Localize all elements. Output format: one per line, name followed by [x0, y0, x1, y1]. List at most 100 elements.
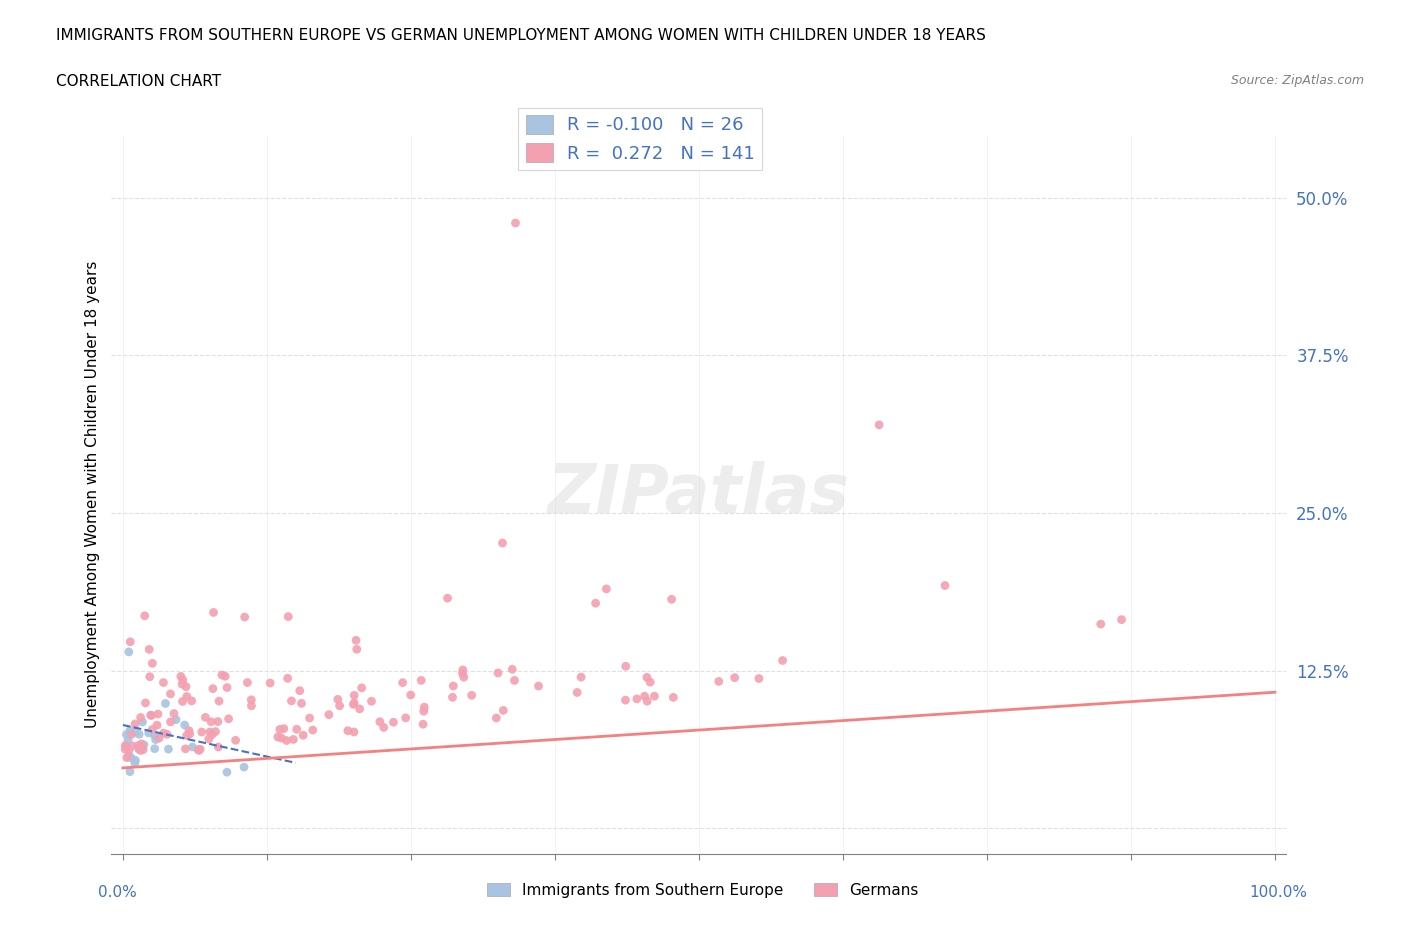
Point: [441, 690, 464, 705]
Point: [298, 711, 321, 725]
Legend: R = -0.100   N = 26, R =  0.272   N = 141: R = -0.100 N = 26, R = 0.272 N = 141: [519, 108, 762, 170]
Point: [283, 732, 305, 747]
Point: [145, 732, 167, 747]
Point: [748, 671, 770, 686]
Point: [346, 642, 368, 657]
Point: [411, 673, 433, 688]
Point: [868, 418, 890, 432]
Point: [412, 704, 434, 719]
Point: [152, 725, 174, 740]
Point: [131, 737, 153, 751]
Point: [343, 724, 366, 739]
Point: [318, 707, 340, 722]
Point: [121, 727, 143, 742]
Point: [233, 760, 256, 775]
Point: [267, 729, 290, 744]
Point: [118, 749, 141, 764]
Point: [614, 658, 637, 673]
Point: [129, 710, 152, 724]
Point: [174, 741, 197, 756]
Text: ZIPatlas: ZIPatlas: [548, 461, 851, 527]
Point: [132, 737, 155, 752]
Point: [121, 738, 143, 753]
Point: [290, 696, 312, 711]
Point: [157, 741, 180, 756]
Point: [118, 744, 141, 759]
Point: [225, 733, 247, 748]
Point: [124, 756, 146, 771]
Point: [503, 673, 526, 688]
Point: [451, 666, 474, 681]
Point: [707, 674, 730, 689]
Point: [127, 738, 149, 753]
Point: [436, 591, 458, 605]
Point: [179, 726, 201, 741]
Point: [138, 725, 160, 740]
Point: [117, 733, 139, 748]
Point: [626, 692, 648, 707]
Point: [118, 644, 141, 659]
Point: [148, 731, 170, 746]
Point: [349, 701, 371, 716]
Point: [382, 715, 405, 730]
Point: [187, 743, 209, 758]
Point: [772, 653, 794, 668]
Point: [191, 724, 214, 739]
Point: [277, 609, 299, 624]
Point: [114, 738, 136, 753]
Point: [207, 714, 229, 729]
Point: [204, 724, 226, 739]
Point: [492, 703, 515, 718]
Point: [115, 751, 138, 765]
Point: [595, 581, 617, 596]
Point: [661, 591, 683, 606]
Point: [614, 693, 637, 708]
Point: [115, 727, 138, 742]
Point: [128, 742, 150, 757]
Point: [285, 722, 308, 737]
Point: [329, 698, 352, 713]
Point: [280, 694, 302, 709]
Point: [197, 732, 219, 747]
Legend: Immigrants from Southern Europe, Germans: Immigrants from Southern Europe, Germans: [481, 876, 925, 904]
Point: [236, 675, 259, 690]
Point: [172, 677, 194, 692]
Point: [131, 714, 153, 729]
Point: [276, 733, 298, 748]
Text: 100.0%: 100.0%: [1250, 885, 1308, 900]
Point: [585, 596, 607, 611]
Point: [118, 724, 141, 738]
Point: [218, 711, 240, 726]
Point: [486, 666, 509, 681]
Point: [141, 708, 163, 723]
Point: [233, 610, 256, 625]
Point: [724, 671, 747, 685]
Point: [451, 662, 474, 677]
Point: [565, 685, 588, 700]
Point: [373, 720, 395, 735]
Point: [633, 689, 655, 704]
Point: [156, 727, 179, 742]
Point: [143, 741, 166, 756]
Point: [485, 711, 508, 725]
Point: [143, 728, 166, 743]
Point: [343, 688, 366, 703]
Point: [198, 724, 221, 739]
Point: [141, 722, 163, 737]
Point: [173, 718, 195, 733]
Point: [301, 723, 323, 737]
Point: [344, 633, 367, 648]
Point: [172, 694, 194, 709]
Point: [176, 689, 198, 704]
Point: [270, 731, 292, 746]
Point: [636, 694, 658, 709]
Point: [1111, 612, 1133, 627]
Point: [187, 742, 209, 757]
Point: [159, 686, 181, 701]
Point: [159, 714, 181, 729]
Point: [391, 675, 413, 690]
Point: [114, 742, 136, 757]
Point: [527, 679, 550, 694]
Point: [638, 674, 661, 689]
Point: [292, 728, 315, 743]
